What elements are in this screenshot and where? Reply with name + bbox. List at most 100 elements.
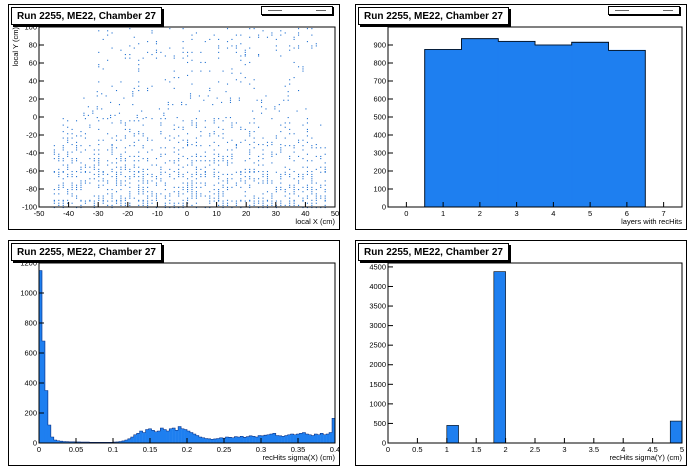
- data-point: [147, 168, 149, 170]
- data-point: [67, 141, 69, 143]
- histogram-bar: [446, 425, 459, 444]
- data-point: [80, 182, 82, 184]
- data-point: [284, 171, 286, 173]
- data-point: [84, 200, 86, 202]
- data-point: [209, 191, 211, 193]
- data-point: [98, 164, 100, 166]
- data-point: [142, 171, 144, 173]
- data-point: [120, 160, 122, 162]
- data-point: [142, 57, 144, 59]
- data-point: [129, 182, 131, 184]
- data-point: [306, 189, 308, 191]
- data-point: [169, 168, 171, 170]
- data-point: [62, 145, 64, 147]
- y-tick-label: 100: [373, 185, 386, 194]
- data-point: [293, 189, 295, 191]
- histogram-bar: [53, 440, 57, 443]
- data-point: [187, 164, 189, 166]
- data-point: [209, 87, 211, 89]
- data-point: [302, 166, 304, 168]
- data-point: [298, 139, 300, 141]
- data-point: [181, 101, 183, 103]
- data-point: [204, 176, 206, 178]
- data-point: [324, 166, 326, 168]
- data-point: [142, 200, 144, 202]
- data-point: [283, 99, 285, 101]
- data-point: [178, 164, 180, 166]
- data-point: [62, 207, 64, 209]
- data-point: [155, 49, 158, 51]
- data-point: [187, 139, 189, 141]
- x-axis-label: recHits sigma(X) (cm): [263, 453, 336, 462]
- data-point: [155, 57, 158, 59]
- data-point: [169, 207, 171, 209]
- data-point: [315, 197, 317, 199]
- data-point: [182, 126, 184, 128]
- data-point: [293, 61, 295, 64]
- data-point: [280, 186, 282, 188]
- data-point: [258, 178, 260, 180]
- data-point: [324, 147, 326, 149]
- data-point: [151, 199, 153, 201]
- data-point: [258, 164, 260, 166]
- data-point: [191, 182, 193, 184]
- data-point: [71, 162, 73, 164]
- data-point: [253, 180, 255, 182]
- data-point: [62, 200, 64, 202]
- data-point: [244, 176, 246, 178]
- data-point: [84, 164, 86, 166]
- data-point: [253, 162, 255, 164]
- data-point: [124, 199, 126, 201]
- data-point: [187, 144, 189, 146]
- histogram-bar: [59, 441, 63, 443]
- y-tick-label: 2000: [369, 360, 386, 369]
- y-tick-label: 400: [24, 379, 37, 388]
- data-point: [240, 171, 242, 173]
- data-point: [129, 193, 131, 195]
- data-point: [204, 195, 206, 197]
- y-axis-label: local Y (cm): [11, 27, 20, 67]
- data-point: [315, 144, 317, 146]
- data-point: [271, 202, 273, 204]
- data-point: [98, 66, 100, 68]
- data-point: [191, 122, 193, 124]
- scatter-points: [53, 28, 326, 209]
- data-point: [235, 34, 237, 36]
- data-point: [235, 171, 237, 173]
- data-point: [164, 204, 166, 206]
- data-point: [96, 106, 98, 108]
- y-tick-label: 4500: [369, 262, 386, 271]
- data-point: [204, 166, 206, 168]
- histogram-bar: [41, 341, 46, 443]
- data-point: [67, 168, 69, 170]
- y-tick-label: 0: [382, 439, 386, 448]
- data-point: [320, 155, 322, 157]
- data-point: [120, 168, 122, 170]
- data-point: [129, 28, 131, 30]
- data-point: [218, 126, 220, 128]
- data-point: [84, 137, 86, 139]
- data-point: [200, 186, 202, 188]
- data-point: [226, 141, 229, 143]
- data-point: [240, 186, 242, 188]
- data-point: [173, 160, 175, 162]
- data-point: [289, 122, 291, 124]
- data-point: [306, 41, 308, 43]
- data-point: [133, 164, 135, 166]
- data-point: [244, 54, 246, 56]
- histogram-bar: [608, 49, 646, 208]
- histogram-bar: [71, 441, 75, 443]
- data-point: [160, 122, 162, 124]
- data-point: [155, 199, 158, 201]
- data-point: [83, 97, 85, 99]
- data-point: [187, 141, 189, 143]
- data-point: [302, 124, 304, 126]
- data-point: [124, 158, 126, 160]
- data-point: [102, 199, 104, 201]
- data-point: [151, 139, 153, 141]
- data-point: [76, 195, 78, 197]
- data-point: [173, 207, 175, 209]
- data-point: [200, 160, 202, 162]
- data-point: [138, 204, 140, 206]
- data-point: [80, 184, 82, 186]
